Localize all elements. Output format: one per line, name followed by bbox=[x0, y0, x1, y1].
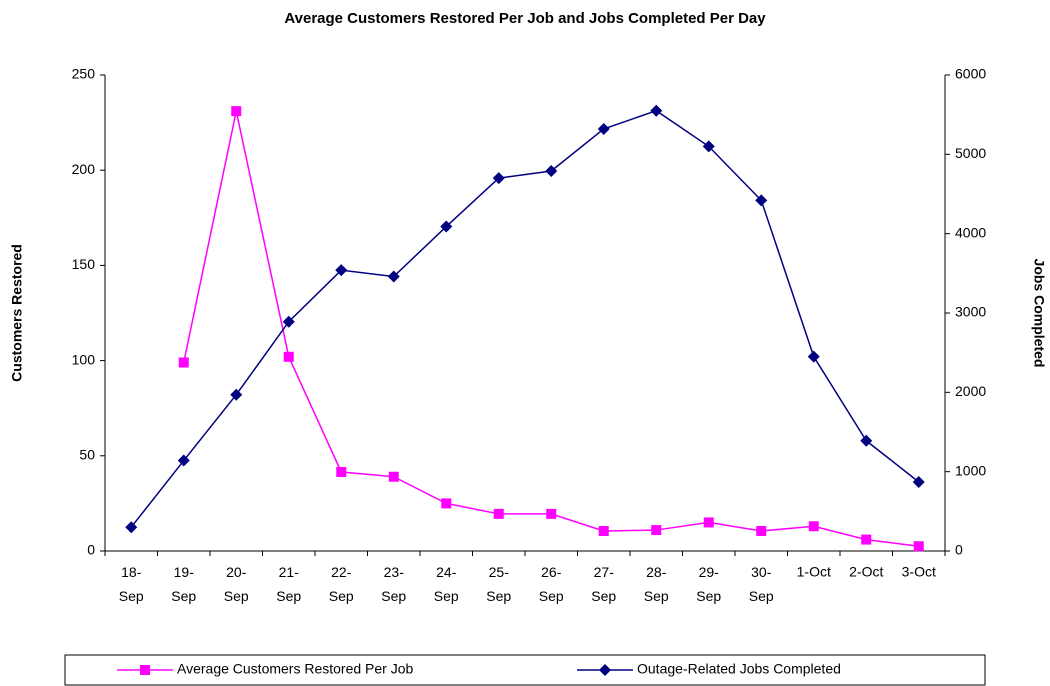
point bbox=[335, 264, 348, 277]
point bbox=[283, 351, 294, 362]
y-tick-label: 50 bbox=[79, 447, 95, 463]
point bbox=[545, 164, 558, 177]
x-tick-label: 2-Oct bbox=[849, 564, 883, 580]
y2-tick-label: 5000 bbox=[955, 145, 986, 161]
point bbox=[387, 270, 400, 283]
point bbox=[860, 434, 873, 447]
x-tick-label: 19-Sep bbox=[171, 564, 196, 604]
chart-title: Average Customers Restored Per Job and J… bbox=[284, 10, 766, 27]
point bbox=[650, 104, 663, 117]
point bbox=[388, 471, 399, 482]
x-tick-label: 24-Sep bbox=[434, 564, 459, 604]
point bbox=[912, 475, 925, 488]
point bbox=[441, 498, 452, 509]
y-tick-label: 200 bbox=[72, 161, 96, 177]
point bbox=[651, 525, 662, 536]
y2-tick-label: 0 bbox=[955, 542, 963, 558]
x-tick-label: 26-Sep bbox=[539, 564, 564, 604]
point bbox=[546, 508, 557, 519]
point bbox=[440, 220, 453, 233]
y2-tick-label: 2000 bbox=[955, 383, 986, 399]
y2-axis-title: Jobs Completed bbox=[1031, 259, 1047, 368]
y-tick-label: 250 bbox=[72, 66, 96, 82]
point bbox=[756, 526, 767, 537]
y2-tick-label: 3000 bbox=[955, 304, 986, 320]
x-tick-label: 22-Sep bbox=[329, 564, 354, 604]
legend-label: Average Customers Restored Per Job bbox=[177, 661, 414, 677]
point bbox=[702, 140, 715, 153]
y-tick-label: 0 bbox=[87, 542, 95, 558]
point bbox=[597, 122, 610, 135]
x-tick-label: 1-Oct bbox=[797, 564, 831, 580]
x-tick-label: 29-Sep bbox=[696, 564, 721, 604]
point bbox=[913, 541, 924, 552]
point bbox=[125, 521, 138, 534]
point bbox=[861, 534, 872, 545]
point bbox=[755, 194, 768, 207]
x-tick-label: 18-Sep bbox=[119, 564, 144, 604]
legend-box bbox=[64, 654, 986, 686]
x-tick-label: 30-Sep bbox=[749, 564, 774, 604]
point bbox=[808, 521, 819, 532]
series-line bbox=[130, 109, 920, 528]
x-tick-label: 25-Sep bbox=[486, 564, 511, 604]
point bbox=[492, 172, 505, 185]
y2-tick-label: 1000 bbox=[955, 462, 986, 478]
x-tick-label: 20-Sep bbox=[224, 564, 249, 604]
point bbox=[336, 466, 347, 477]
x-tick-label: 3-Oct bbox=[902, 564, 936, 580]
legend-marker bbox=[140, 665, 150, 675]
x-tick-label: 27-Sep bbox=[591, 564, 616, 604]
point bbox=[807, 350, 820, 363]
point bbox=[230, 388, 243, 401]
point bbox=[703, 517, 714, 528]
y-tick-label: 150 bbox=[72, 256, 96, 272]
x-tick-label: 28-Sep bbox=[644, 564, 669, 604]
y-axis-title: Customers Restored bbox=[9, 244, 25, 382]
legend-label: Outage-Related Jobs Completed bbox=[637, 661, 841, 677]
y-tick-label: 100 bbox=[72, 351, 96, 367]
y2-tick-label: 4000 bbox=[955, 224, 986, 240]
y2-tick-label: 6000 bbox=[955, 66, 986, 82]
point bbox=[177, 454, 190, 467]
legend-marker bbox=[599, 664, 611, 676]
point bbox=[282, 315, 295, 328]
x-tick-label: 23-Sep bbox=[381, 564, 406, 604]
point bbox=[598, 526, 609, 537]
point bbox=[493, 508, 504, 519]
point bbox=[178, 357, 189, 368]
x-tick-label: 21-Sep bbox=[276, 564, 301, 604]
point bbox=[231, 106, 242, 117]
